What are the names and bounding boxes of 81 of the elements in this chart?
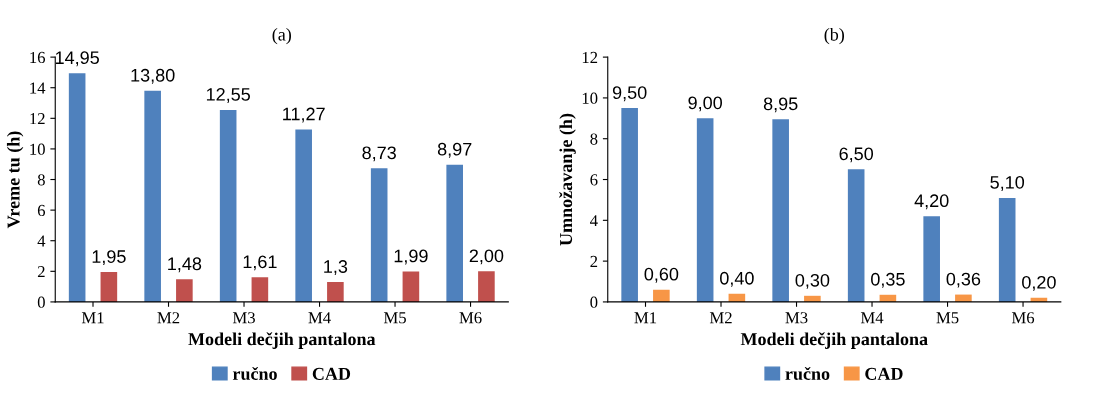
data-label: 14,95 — [55, 51, 99, 67]
y-tick-label: 8 — [37, 174, 45, 186]
y-axis-title: Umnožavanje (h) — [559, 113, 576, 246]
bar — [219, 109, 237, 302]
y-tick-label: 8 — [590, 133, 598, 145]
x-tick-label: M3 — [232, 312, 255, 324]
bar — [847, 169, 865, 302]
legend-label: ručno — [785, 367, 830, 380]
x-tick-label: M5 — [383, 312, 406, 324]
x-tick-label: M4 — [860, 312, 884, 324]
data-label: 12,55 — [206, 88, 250, 103]
y-tick-label: 10 — [582, 92, 598, 104]
bar — [998, 197, 1016, 302]
x-tick-label: M4 — [308, 312, 331, 324]
legend-label: CAD — [865, 367, 903, 380]
data-label: 9,50 — [612, 86, 647, 102]
data-label: 9,00 — [688, 96, 723, 112]
bar — [653, 289, 670, 302]
x-tick-label: M6 — [1011, 312, 1035, 324]
data-label: 4,20 — [914, 194, 949, 210]
data-label: 8,73 — [362, 146, 396, 162]
bar — [176, 279, 193, 302]
data-label: 6,50 — [839, 147, 874, 163]
data-label: 8,97 — [437, 142, 472, 158]
data-label: 0,60 — [644, 267, 679, 283]
x-tick-label: M3 — [785, 312, 808, 324]
y-tick-label: 2 — [590, 255, 598, 267]
y-tick-label: 6 — [37, 204, 46, 217]
bar — [478, 271, 495, 302]
x-tick-label: M1 — [81, 312, 104, 324]
bar — [923, 216, 940, 302]
y-tick-label: 0 — [590, 296, 598, 308]
x-axis-title: Modeli dečjih pantalona — [740, 332, 928, 349]
data-label: 1,3 — [324, 260, 348, 276]
chart-title: (b) — [824, 27, 845, 45]
data-label: 0,40 — [720, 271, 754, 287]
data-label: 2,00 — [469, 249, 504, 265]
y-tick-label: 6 — [590, 174, 598, 186]
data-label: 1,95 — [92, 250, 126, 266]
data-label: 8,95 — [763, 97, 798, 113]
data-label: 11,27 — [283, 107, 325, 123]
data-label: 1,99 — [394, 249, 428, 265]
legend-label: ručno — [232, 367, 277, 380]
y-tick-label: 16 — [30, 51, 46, 64]
data-label: 5,10 — [990, 175, 1025, 191]
bar — [144, 90, 161, 302]
y-tick-label: 0 — [37, 296, 45, 308]
bar — [772, 119, 789, 302]
bar — [621, 108, 638, 302]
data-label: 0,30 — [795, 273, 830, 289]
legend-label: CAD — [312, 367, 351, 380]
x-tick-label: M2 — [709, 312, 732, 324]
y-tick-label: 4 — [590, 215, 598, 227]
x-tick-label: M6 — [459, 312, 482, 324]
x-axis-title: Modeli dečjih pantalona — [188, 332, 376, 349]
bar — [446, 164, 463, 302]
bar — [696, 118, 714, 302]
x-tick-label: M5 — [936, 312, 959, 324]
y-axis-title: Vreme tu (h) — [6, 131, 24, 229]
bar — [68, 73, 86, 302]
data-label: 1,48 — [168, 257, 202, 273]
bar — [100, 272, 118, 302]
y-tick-label: 12 — [582, 51, 598, 63]
bar — [251, 277, 269, 302]
bar — [402, 271, 420, 302]
data-label: 0,36 — [946, 272, 981, 288]
bar — [370, 168, 388, 302]
bar — [295, 129, 312, 302]
chart-title: (a) — [272, 27, 291, 45]
x-tick-label: M1 — [634, 312, 657, 324]
y-tick-label: 12 — [30, 113, 45, 125]
data-label: 13,80 — [131, 68, 175, 84]
y-tick-label: 2 — [37, 266, 45, 278]
bar — [327, 282, 344, 302]
data-label: 0,35 — [871, 272, 905, 288]
y-tick-label: 14 — [30, 82, 46, 94]
data-label: 0,20 — [1022, 275, 1056, 291]
data-label: 1,61 — [243, 255, 277, 271]
y-tick-label: 10 — [30, 143, 45, 155]
y-tick-label: 4 — [37, 235, 46, 247]
x-tick-label: M2 — [157, 312, 180, 324]
